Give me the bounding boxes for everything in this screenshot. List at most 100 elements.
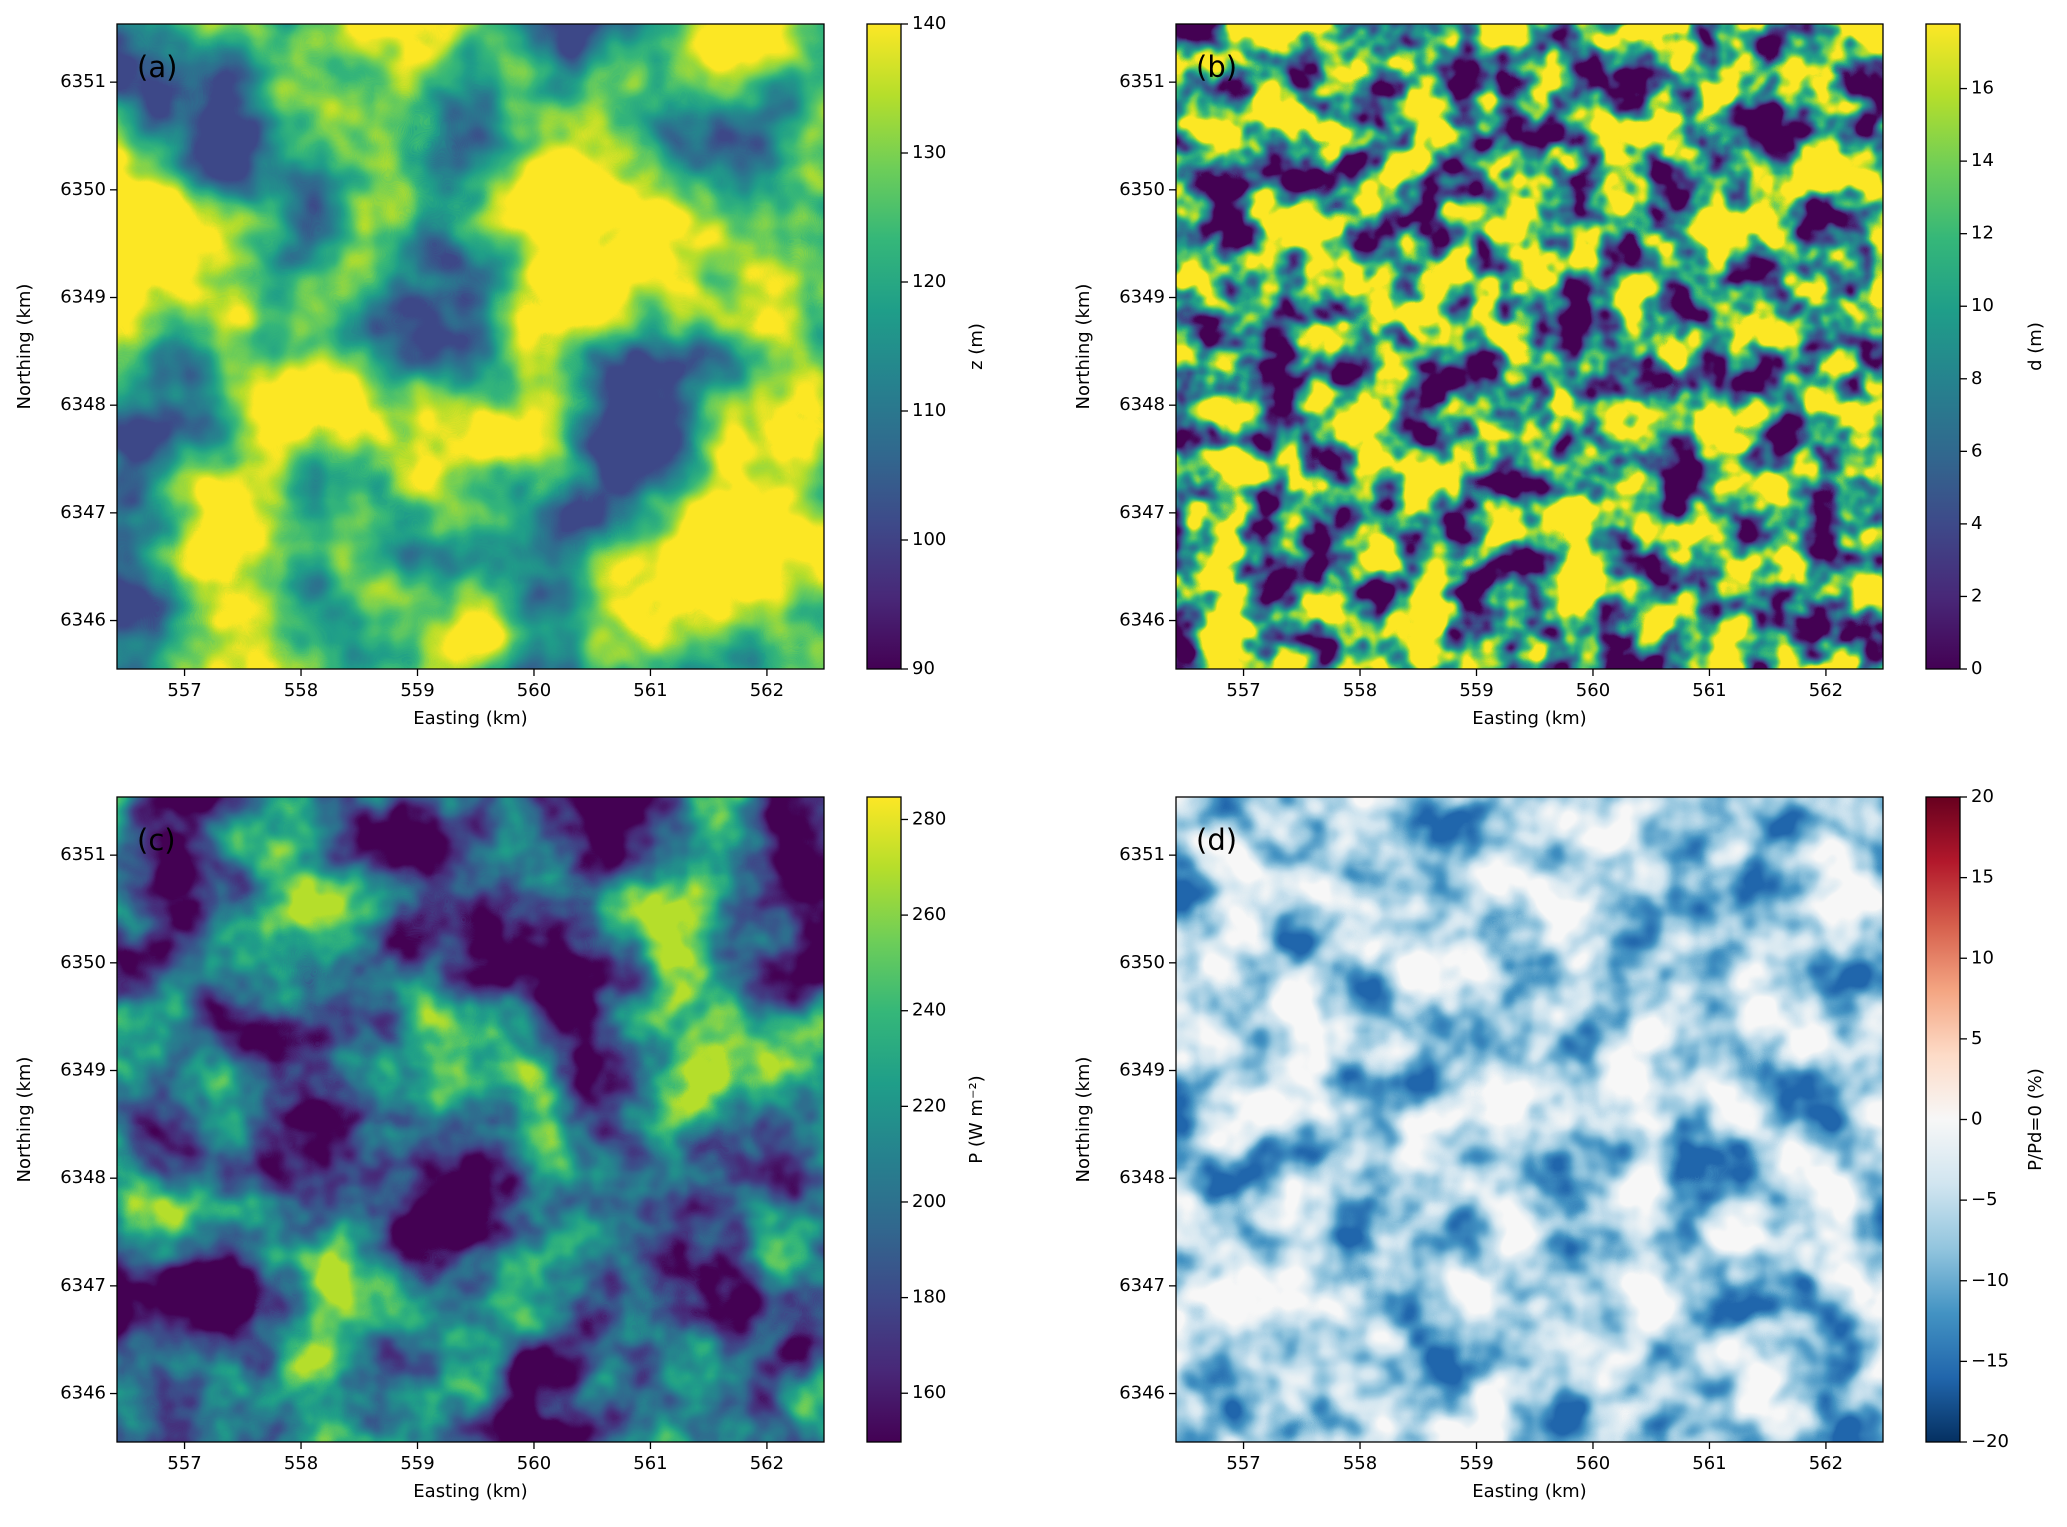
colorbar-tick-label: 120	[912, 271, 946, 292]
colorbar-tick-label: 240	[912, 1000, 946, 1021]
panel-label: (c)	[137, 823, 176, 857]
colorbar-tick-label: 10	[1971, 947, 1994, 968]
colorbar-tick-label: −20	[1971, 1431, 2009, 1452]
colorbar-tick-label: 90	[912, 658, 935, 679]
x-tick-label: 561	[1692, 680, 1726, 701]
x-axis-label: Easting (km)	[1472, 1481, 1586, 1502]
y-tick-label: 6351	[1119, 71, 1165, 92]
axes-frame	[116, 23, 825, 670]
axes-frame	[1175, 23, 1884, 670]
y-tick-label: 6346	[60, 610, 106, 631]
raster	[117, 24, 824, 669]
x-tick-label: 558	[284, 680, 318, 701]
y-axis-label: Northing (km)	[14, 284, 35, 410]
colorbar-label: P (W m⁻²)	[966, 1075, 987, 1163]
colorbar-tick-label: −15	[1971, 1350, 2009, 1371]
y-tick-label: 6350	[1119, 952, 1165, 973]
y-tick-label: 6349	[1119, 1060, 1165, 1081]
x-axis-label: Easting (km)	[413, 708, 527, 729]
x-tick-label: 560	[1576, 1453, 1610, 1474]
colorbar-tick-label: 12	[1971, 223, 1994, 244]
x-tick-label: 562	[750, 1453, 784, 1474]
y-tick-label: 6347	[1119, 1275, 1165, 1296]
colorbar-tick-label: 160	[912, 1382, 946, 1403]
colorbar-frame	[866, 23, 902, 670]
colorbar-tick-label: −5	[1971, 1189, 1998, 1210]
x-tick-label: 558	[1343, 680, 1377, 701]
panel-label: (a)	[137, 50, 177, 84]
colorbar	[1926, 797, 1960, 1442]
x-tick-label: 561	[633, 680, 667, 701]
colorbar-tick-label: −10	[1971, 1270, 2009, 1291]
x-tick-label: 559	[1459, 1453, 1493, 1474]
colorbar-tick-label: 0	[1971, 1109, 1982, 1130]
x-axis-label: Easting (km)	[1472, 708, 1586, 729]
x-tick-label: 557	[1226, 1453, 1260, 1474]
panel-label: (d)	[1196, 823, 1237, 857]
y-tick-label: 6346	[1119, 1383, 1165, 1404]
y-axis-label: Northing (km)	[14, 1057, 35, 1183]
y-tick-label: 6350	[60, 952, 106, 973]
x-tick-label: 557	[167, 1453, 201, 1474]
y-axis-label: Northing (km)	[1073, 1057, 1094, 1183]
x-tick-label: 562	[1809, 680, 1843, 701]
y-tick-label: 6349	[1119, 287, 1165, 308]
x-tick-label: 561	[633, 1453, 667, 1474]
colorbar-tick-label: 140	[912, 13, 946, 34]
colorbar-tick-label: 130	[912, 142, 946, 163]
y-tick-label: 6347	[1119, 502, 1165, 523]
colorbar-label: d (m)	[2025, 322, 2046, 371]
colorbar-frame	[1925, 23, 1961, 670]
colorbar-tick-label: 100	[912, 529, 946, 550]
x-tick-label: 560	[517, 680, 551, 701]
x-tick-label: 559	[1459, 680, 1493, 701]
y-tick-label: 6350	[60, 179, 106, 200]
x-tick-label: 560	[517, 1453, 551, 1474]
colorbar-tick-label: 14	[1971, 150, 1994, 171]
colorbar-frame	[866, 796, 902, 1443]
colorbar-tick-label: 220	[912, 1095, 946, 1116]
colorbar-tick-label: 200	[912, 1191, 946, 1212]
x-tick-label: 562	[750, 680, 784, 701]
y-tick-label: 6351	[60, 844, 106, 865]
y-tick-label: 6346	[1119, 610, 1165, 631]
colorbar-tick-label: 180	[912, 1287, 946, 1308]
colorbar-tick-label: 15	[1971, 867, 1994, 888]
y-tick-label: 6350	[1119, 179, 1165, 200]
x-tick-label: 561	[1692, 1453, 1726, 1474]
x-tick-label: 558	[1343, 1453, 1377, 1474]
axes-frame	[116, 796, 825, 1443]
y-tick-label: 6348	[60, 394, 106, 415]
y-axis-label: Northing (km)	[1073, 284, 1094, 410]
panel: (b) 557 558 559 560 561 562 6346 6347 6348 6349 635…	[1073, 23, 2046, 729]
x-tick-label: 557	[1226, 680, 1260, 701]
x-tick-label: 562	[1809, 1453, 1843, 1474]
colorbar	[867, 797, 901, 1442]
colorbar-tick-label: 16	[1971, 78, 1994, 99]
x-tick-label: 560	[1576, 680, 1610, 701]
raster	[117, 797, 824, 1442]
y-tick-label: 6351	[60, 71, 106, 92]
colorbar-label: P/Pd=0 (%)	[2025, 1068, 2046, 1171]
x-tick-label: 558	[284, 1453, 318, 1474]
y-tick-label: 6348	[1119, 394, 1165, 415]
colorbar	[1926, 24, 1960, 669]
raster	[1176, 797, 1883, 1442]
y-tick-label: 6351	[1119, 844, 1165, 865]
colorbar-tick-label: 280	[912, 808, 946, 829]
x-tick-label: 559	[400, 680, 434, 701]
x-axis-label: Easting (km)	[413, 1481, 527, 1502]
colorbar-tick-label: 20	[1971, 786, 1994, 807]
panel: (c) 557 558 559 560 561 562 6346 6347 6348 6349 635…	[14, 796, 987, 1502]
colorbar-tick-label: 110	[912, 400, 946, 421]
y-tick-label: 6349	[60, 1060, 106, 1081]
colorbar	[867, 24, 901, 669]
y-tick-label: 6347	[60, 1275, 106, 1296]
colorbar-tick-label: 10	[1971, 295, 1994, 316]
panel-label: (b)	[1196, 50, 1237, 84]
y-tick-label: 6347	[60, 502, 106, 523]
x-tick-label: 559	[400, 1453, 434, 1474]
colorbar-tick-label: 8	[1971, 368, 1982, 389]
panel: (a) 557 558 559 560 561 562 6346 6347 6348 6349 635…	[14, 13, 987, 729]
